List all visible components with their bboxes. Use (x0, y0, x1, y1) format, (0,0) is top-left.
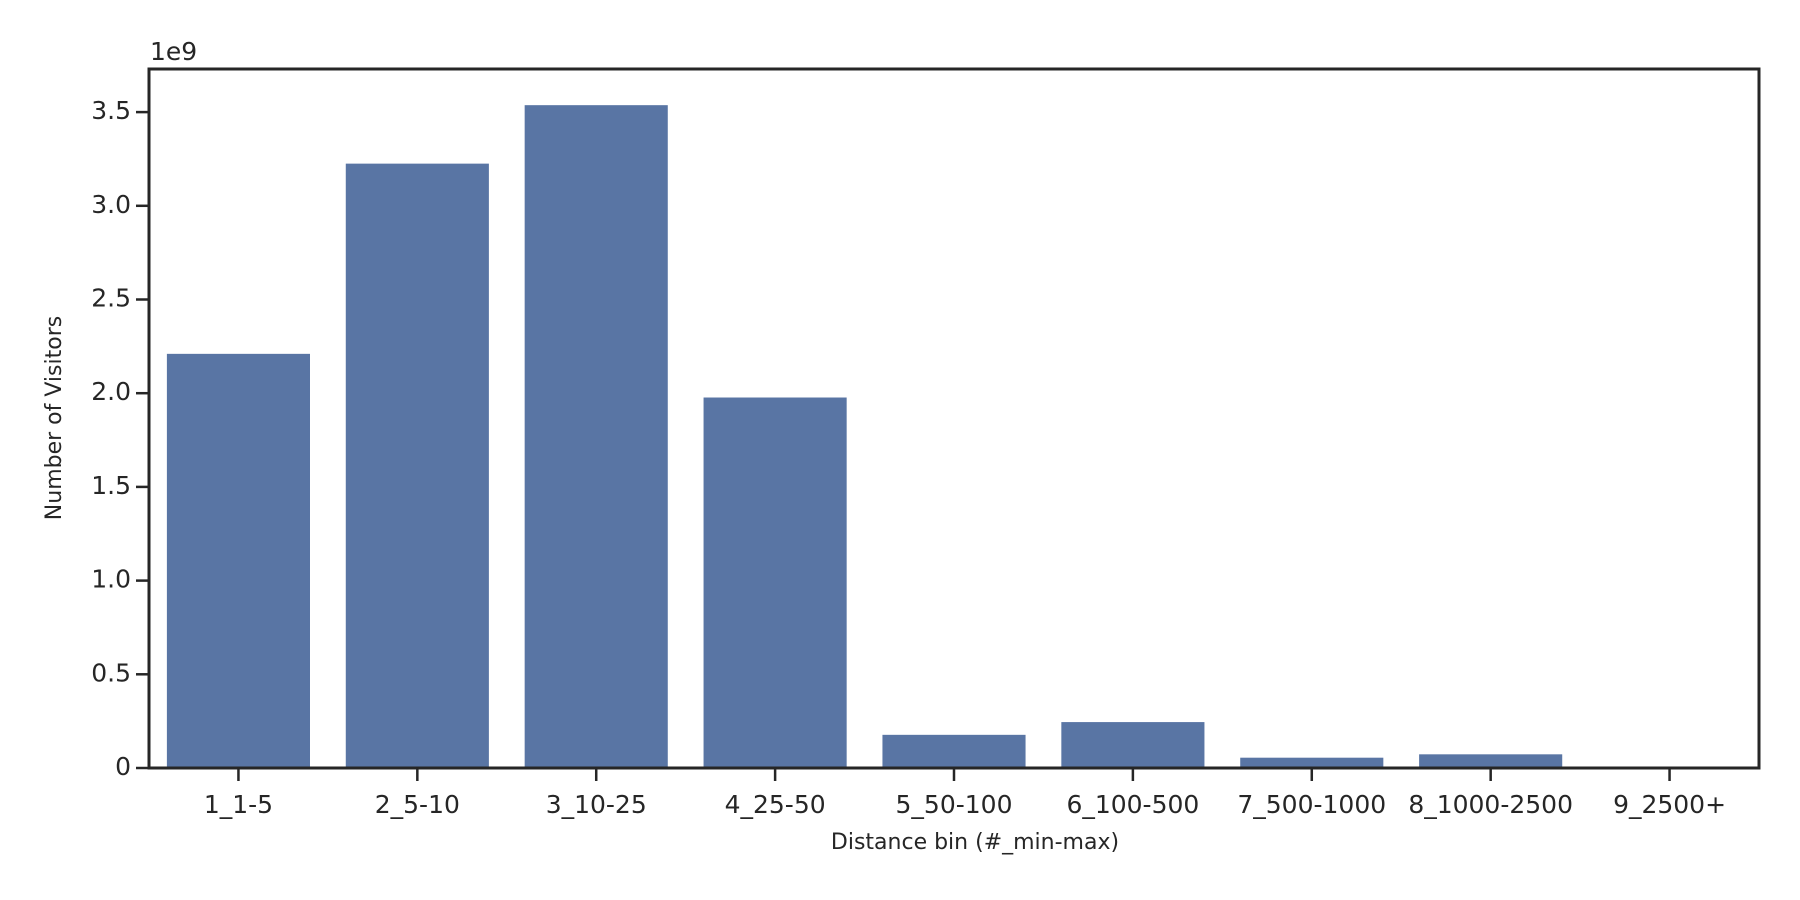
x-tick-label: 3_10-25 (546, 790, 647, 819)
bar (703, 397, 847, 768)
bar (345, 163, 489, 769)
bar (1419, 754, 1563, 768)
y-offset-label: 1e9 (150, 37, 197, 66)
bar (882, 734, 1026, 768)
x-tick-label: 4_25-50 (725, 790, 826, 819)
bar (1061, 722, 1205, 768)
y-tick-label: 2.0 (91, 377, 131, 406)
x-tick-label: 9_2500+ (1613, 790, 1726, 819)
y-axis-label: Number of Visitors (42, 316, 67, 520)
y-tick-label: 0.5 (91, 658, 131, 687)
y-tick-label: 1.0 (91, 565, 131, 594)
x-tick-label: 7_500-1000 (1237, 790, 1386, 819)
y-tick-label: 2.5 (91, 284, 131, 313)
x-tick-label: 6_100-500 (1066, 790, 1199, 819)
x-axis-label: Distance bin (#_min-max) (831, 830, 1119, 855)
x-tick-label: 5_50-100 (896, 790, 1013, 819)
bar (1240, 757, 1384, 768)
y-tick-label: 1.5 (91, 471, 131, 500)
y-tick-label: 3.0 (91, 190, 131, 219)
y-tick-label: 3.5 (91, 96, 131, 125)
y-tick-label: 0 (115, 752, 131, 781)
bar (524, 105, 668, 769)
plot-frame (147, 67, 1761, 770)
x-tick-label: 1_1-5 (204, 790, 273, 819)
x-tick-label: 2_5-10 (375, 790, 460, 819)
bar (166, 353, 310, 768)
x-tick-label: 8_1000-2500 (1408, 790, 1573, 819)
